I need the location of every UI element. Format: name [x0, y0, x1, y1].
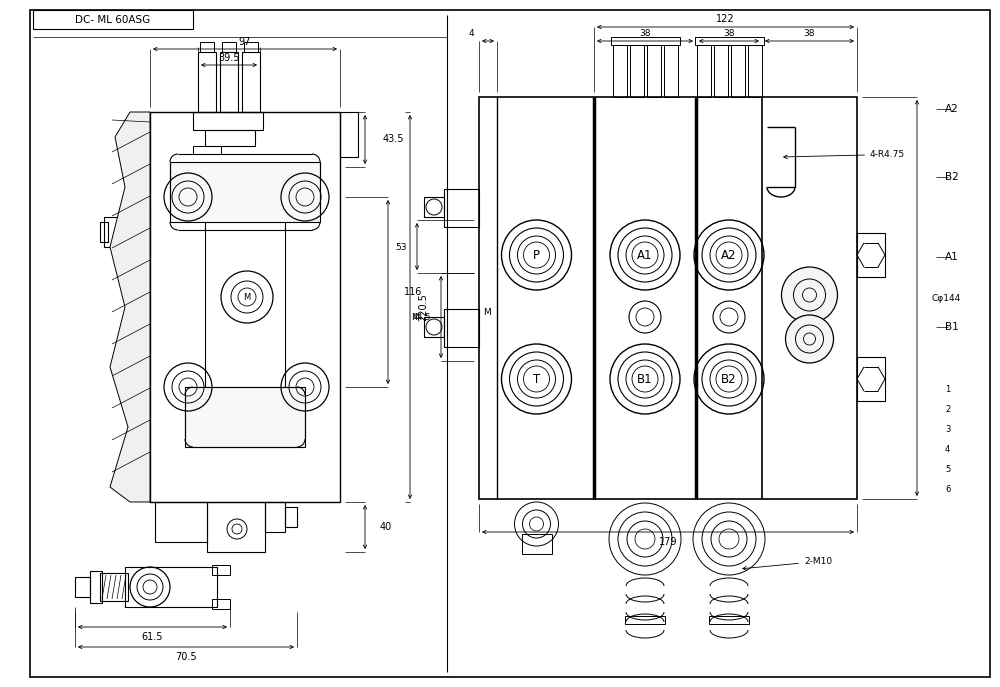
Text: A1: A1	[637, 249, 653, 262]
Bar	[207, 502, 265, 552]
Bar	[444, 309, 479, 347]
Bar	[200, 42, 214, 52]
Text: 220.5: 220.5	[418, 293, 428, 321]
Text: 5: 5	[945, 464, 950, 473]
Bar	[646, 45, 660, 97]
Bar	[33, 10, 193, 29]
Bar	[185, 387, 305, 447]
Bar	[696, 45, 710, 97]
Bar	[170, 162, 320, 222]
Bar	[694, 37, 764, 45]
Text: 179: 179	[659, 537, 677, 547]
Bar	[664, 45, 678, 97]
Bar	[265, 502, 285, 532]
Text: DC- ML 60ASG: DC- ML 60ASG	[75, 14, 151, 25]
Bar	[479, 97, 857, 499]
Text: M: M	[243, 293, 251, 302]
Bar	[120, 207, 150, 257]
Text: 122: 122	[716, 14, 735, 24]
Text: 4: 4	[945, 444, 950, 453]
Bar	[424, 317, 444, 337]
Text: 53: 53	[396, 243, 407, 251]
Bar	[244, 42, 258, 52]
Bar	[193, 112, 263, 130]
Bar	[625, 616, 665, 624]
Bar	[242, 52, 260, 112]
Bar	[125, 567, 217, 607]
Text: 38: 38	[804, 28, 815, 38]
Bar	[205, 130, 255, 146]
Bar	[100, 222, 108, 242]
Bar	[857, 233, 885, 277]
Bar	[522, 534, 552, 554]
Bar	[198, 52, 216, 112]
Text: A2: A2	[721, 249, 737, 262]
Bar	[104, 217, 120, 247]
Text: 1: 1	[945, 385, 950, 394]
Text: B1: B1	[637, 372, 653, 385]
Text: 2-M10: 2-M10	[743, 557, 832, 570]
Bar	[193, 146, 221, 154]
Text: 116: 116	[404, 287, 422, 297]
Bar	[709, 616, 749, 624]
Text: B1: B1	[945, 322, 959, 332]
Text: T: T	[533, 372, 540, 385]
Bar	[285, 507, 297, 527]
Text: 4: 4	[468, 28, 474, 38]
Text: M: M	[483, 308, 491, 317]
Bar	[220, 52, 238, 112]
Bar	[75, 577, 90, 597]
Bar	[424, 197, 444, 217]
Text: 6: 6	[945, 484, 950, 493]
Bar	[340, 112, 358, 157]
Bar	[212, 599, 230, 609]
Bar	[730, 45, 744, 97]
Bar	[212, 565, 230, 575]
Circle shape	[786, 315, 834, 363]
Bar	[748, 45, 762, 97]
Bar	[630, 45, 644, 97]
Polygon shape	[110, 112, 150, 502]
Bar	[155, 502, 207, 542]
Bar	[857, 357, 885, 401]
Bar	[150, 112, 340, 502]
Text: 61.5: 61.5	[142, 632, 163, 642]
Text: 3: 3	[945, 425, 950, 433]
Text: 38: 38	[639, 28, 651, 38]
Text: 39.5: 39.5	[218, 53, 240, 63]
Bar	[90, 571, 102, 603]
Text: 4-R4.75: 4-R4.75	[784, 150, 905, 159]
Text: M: M	[411, 313, 419, 322]
Text: 40: 40	[380, 522, 392, 532]
Text: 38: 38	[723, 28, 735, 38]
Bar	[222, 42, 236, 52]
Text: P: P	[533, 249, 540, 262]
Text: Cφ144: Cφ144	[932, 293, 961, 302]
Bar	[612, 45, 626, 97]
Text: B2: B2	[721, 372, 737, 385]
Bar	[100, 573, 128, 601]
Text: 70.5: 70.5	[175, 652, 197, 662]
Text: A2: A2	[945, 104, 959, 114]
Circle shape	[782, 267, 838, 323]
Text: 43.5: 43.5	[383, 134, 405, 144]
Bar	[444, 189, 479, 227]
Text: 2: 2	[945, 405, 950, 414]
Text: 97: 97	[239, 37, 251, 47]
Text: B2: B2	[945, 172, 959, 182]
Bar	[610, 37, 680, 45]
Text: 44.5: 44.5	[413, 313, 431, 322]
Text: A1: A1	[945, 252, 959, 262]
Bar	[714, 45, 728, 97]
